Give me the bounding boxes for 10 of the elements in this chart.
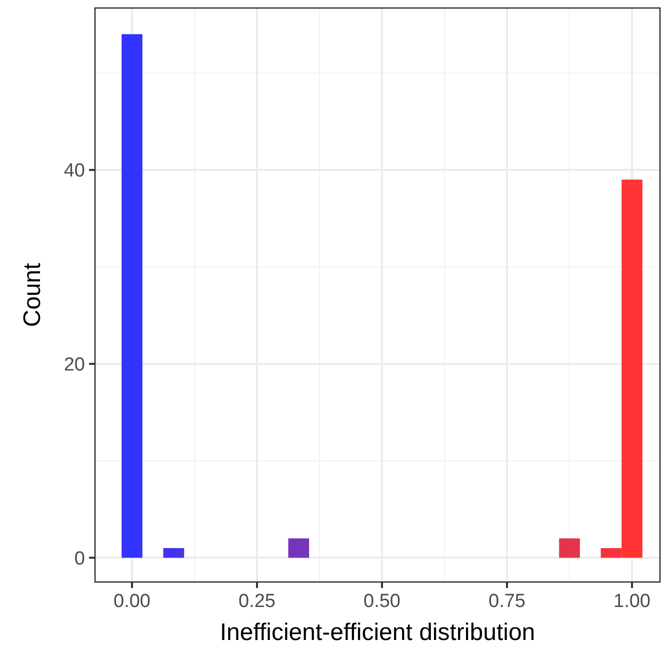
- x-tick-label: 0.25: [238, 591, 276, 612]
- x-tick-label: 0.50: [364, 591, 400, 612]
- y-tick-label: 20: [64, 354, 85, 376]
- y-axis-title: Count: [19, 262, 46, 328]
- x-tick-label: 0.00: [114, 591, 150, 612]
- y-tick-label: 40: [64, 160, 85, 182]
- x-tick-label: 0.75: [488, 591, 526, 612]
- x-axis-title: Inefficient-efficient distribution: [220, 619, 536, 646]
- x-tick-label: 1.00: [614, 591, 650, 612]
- y-tick-label: 0: [74, 548, 85, 570]
